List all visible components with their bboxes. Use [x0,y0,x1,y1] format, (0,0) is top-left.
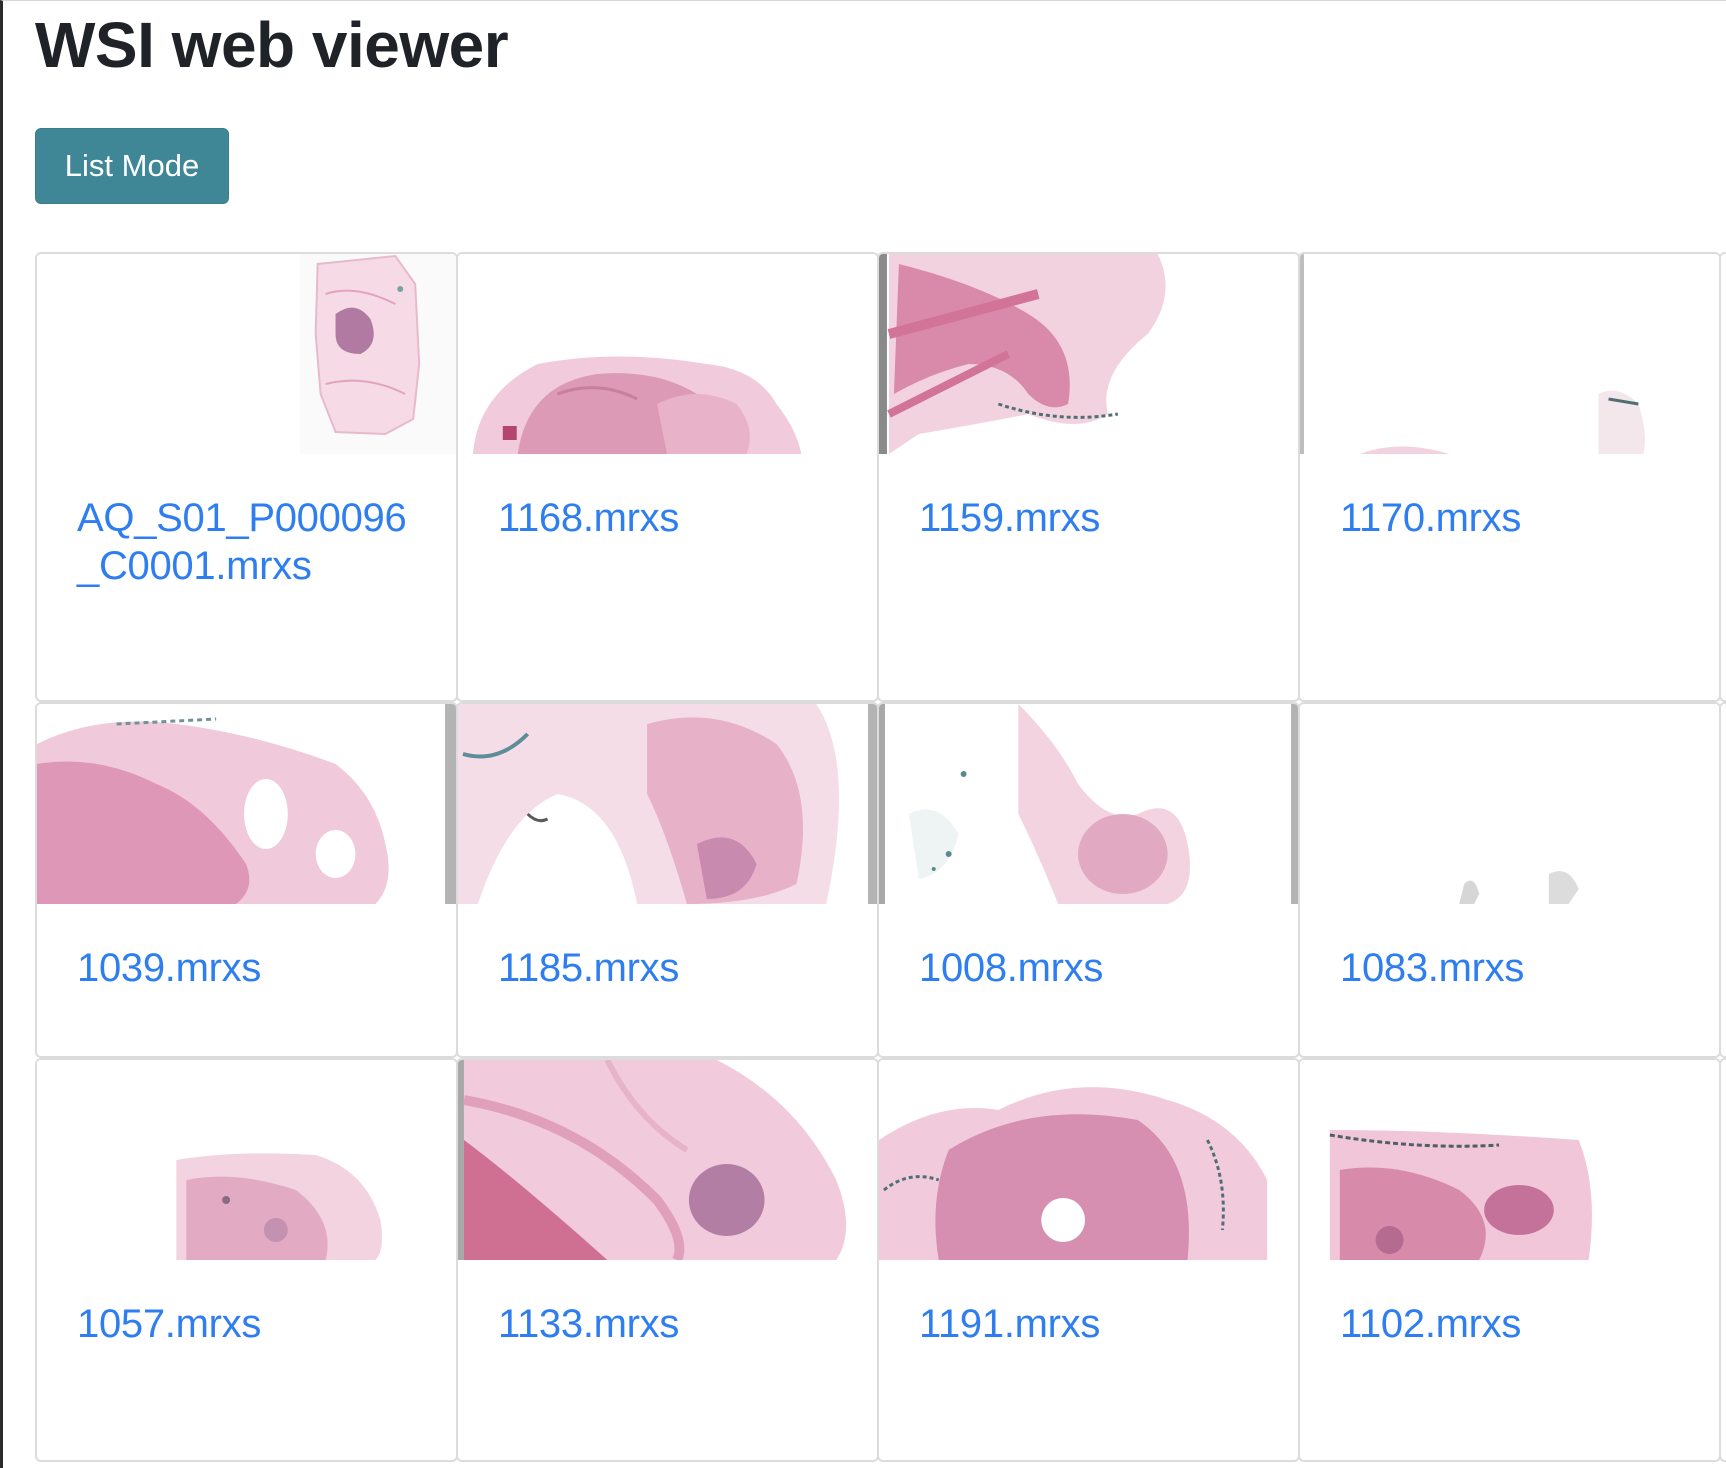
slide-card[interactable]: AQ_S01_P000096_C0001.mrxs [35,252,458,702]
slide-thumbnail[interactable] [458,254,877,454]
slide-card[interactable]: 1008.mrxs [877,702,1300,1058]
list-mode-button[interactable]: List Mode [35,128,229,204]
slide-thumbnail[interactable] [1300,1060,1719,1260]
slide-card[interactable]: 1102.mrxs [1298,1058,1721,1462]
slide-card[interactable]: 1057.mrxs [35,1058,458,1462]
slide-card[interactable]: 1191.mrxs [877,1058,1300,1462]
slide-link[interactable]: 1133.mrxs [498,1302,680,1346]
slide-thumbnail[interactable] [1721,254,1726,454]
slide-thumbnail[interactable] [37,1060,456,1260]
slide-thumbnail[interactable] [879,704,1298,904]
slide-card-partial[interactable] [1719,702,1726,1058]
page-title: WSI web viewer [35,9,509,81]
slide-grid: AQ_S01_P000096_C0001.mrxs 1168.mrxs [35,252,1726,1462]
slide-link[interactable]: 1083.mrxs [1340,946,1525,990]
slide-link[interactable]: 1102.mrxs [1340,1302,1522,1346]
slide-thumbnail[interactable] [1300,254,1719,454]
slide-thumbnail[interactable] [879,254,1298,454]
slide-thumbnail[interactable] [37,254,456,454]
slide-thumbnail[interactable] [37,704,456,904]
slide-card-partial[interactable] [1719,1058,1726,1462]
slide-thumbnail[interactable] [1300,704,1719,904]
slide-link[interactable]: 1185.mrxs [498,946,680,990]
slide-link[interactable]: 1039.mrxs [77,946,262,990]
slide-link[interactable]: 1191.mrxs [919,1302,1101,1346]
slide-card[interactable]: 1185.mrxs [456,702,879,1058]
slide-link[interactable]: 1159.mrxs [919,496,1101,540]
slide-link[interactable]: 1170.mrxs [1340,496,1522,540]
slide-link[interactable]: AQ_S01_P000096_C0001.mrxs [77,496,407,588]
slide-thumbnail[interactable] [1721,1060,1726,1260]
slide-card[interactable]: 1133.mrxs [456,1058,879,1462]
slide-card[interactable]: 1159.mrxs [877,252,1300,702]
slide-link[interactable]: 1168.mrxs [498,496,680,540]
slide-thumbnail[interactable] [1721,704,1726,904]
slide-link[interactable]: 1057.mrxs [77,1302,262,1346]
slide-thumbnail[interactable] [458,704,877,904]
slide-thumbnail[interactable] [458,1060,877,1260]
slide-card[interactable]: 1083.mrxs [1298,702,1721,1058]
slide-card[interactable]: 1039.mrxs [35,702,458,1058]
slide-card[interactable]: 1170.mrxs [1298,252,1721,702]
slide-card[interactable]: 1168.mrxs [456,252,879,702]
slide-card-partial[interactable] [1719,252,1726,702]
slide-thumbnail[interactable] [879,1060,1298,1260]
slide-link[interactable]: 1008.mrxs [919,946,1104,990]
